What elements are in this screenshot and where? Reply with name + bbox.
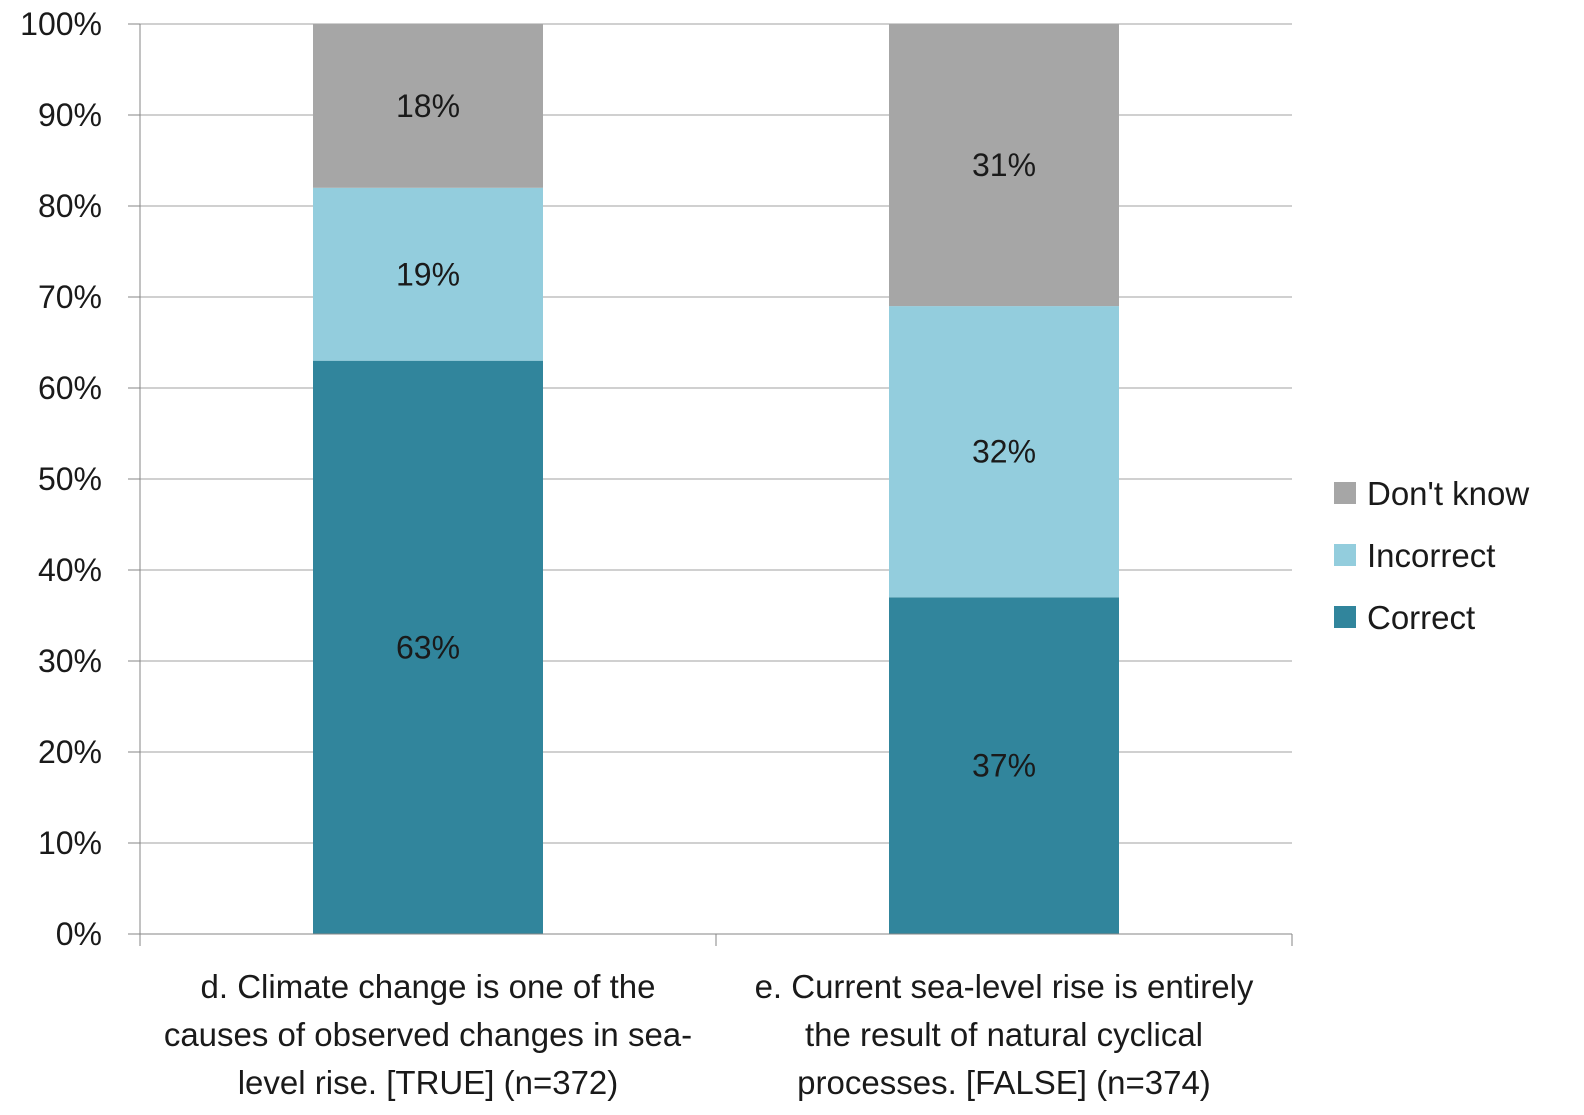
x-category-label: causes of observed changes in sea- [164,1016,692,1053]
bar-segment-incorrect [889,306,1119,598]
data-label: 18% [396,88,460,124]
data-label: 31% [972,147,1036,183]
y-tick-label: 0% [56,916,102,952]
bar-segment-correct [889,597,1119,934]
x-category-label: d. Climate change is one of the [201,968,656,1005]
data-label: 19% [396,256,460,292]
x-category-label: level rise. [TRUE] (n=372) [238,1064,619,1101]
data-labels: 63% 19% 18% 37% 32% 31% [396,88,1036,784]
x-axis-category-labels: d. Climate change is one of the causes of… [164,968,1254,1101]
legend-swatch [1334,606,1356,628]
legend-swatch [1334,544,1356,566]
bars [313,24,1119,934]
legend-swatch [1334,482,1356,504]
axes [128,23,1293,946]
y-tick-label: 90% [38,97,102,133]
x-category-label: processes. [FALSE] (n=374) [797,1064,1211,1101]
data-label: 32% [972,434,1036,470]
y-axis-tick-labels: 0% 10% 20% 30% 40% 50% 60% 70% 80% 90% 100% [20,6,102,952]
y-tick-label: 10% [38,825,102,861]
bar-segment-correct [313,360,543,934]
data-label: 63% [396,629,460,665]
y-tick-label: 60% [38,370,102,406]
legend-label: Incorrect [1367,537,1495,574]
bar-segment-don-t-know [889,24,1119,307]
x-category-label: the result of natural cyclical [805,1016,1203,1053]
bar-segment-don-t-know [313,24,543,188]
y-tick-label: 50% [38,461,102,497]
y-tick-label: 30% [38,643,102,679]
legend-label: Don't know [1367,475,1529,512]
data-label: 37% [972,748,1036,784]
y-tick-label: 80% [38,188,102,224]
y-tick-label: 20% [38,734,102,770]
legend: Don't know Incorrect Correct [1334,475,1529,636]
legend-label: Correct [1367,599,1475,636]
bar-segment-incorrect [313,187,543,361]
y-tick-label: 100% [20,6,102,42]
y-tick-label: 70% [38,279,102,315]
x-category-label: e. Current sea-level rise is entirely [755,968,1254,1005]
y-tick-label: 40% [38,552,102,588]
gridlines [140,23,1292,844]
